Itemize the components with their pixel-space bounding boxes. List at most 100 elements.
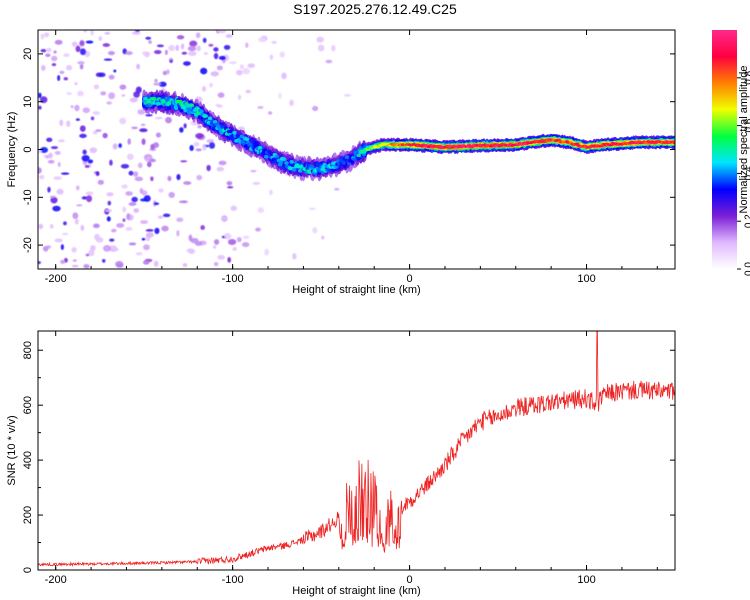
noise-blob xyxy=(54,39,63,45)
noise-blob xyxy=(202,143,207,151)
noise-blob xyxy=(60,244,65,250)
noise-blob xyxy=(154,78,158,83)
noise-blob xyxy=(140,123,146,127)
ridge-cell xyxy=(291,168,297,172)
snr-x-axis: -200 -100 0 100 xyxy=(45,331,658,586)
ridge-cell xyxy=(352,157,357,162)
noise-blob xyxy=(264,248,270,256)
noise-blob xyxy=(150,176,154,182)
noise-blob xyxy=(122,206,127,213)
noise-blob xyxy=(109,159,113,166)
noise-blob xyxy=(112,143,118,150)
noise-blob xyxy=(89,147,98,154)
ridge-cell xyxy=(181,105,186,110)
noise-blob xyxy=(45,155,50,159)
noise-blob xyxy=(76,204,83,207)
noise-blob xyxy=(102,259,106,263)
ridge-cell xyxy=(189,103,195,108)
noise-blob xyxy=(66,120,71,127)
noise-blob xyxy=(183,61,191,66)
ridge-cell xyxy=(325,168,331,172)
noise-blob xyxy=(278,92,282,99)
noise-blob xyxy=(79,125,86,132)
noise-blob xyxy=(161,225,169,232)
ridge-cell xyxy=(212,126,217,130)
noise-blob xyxy=(79,133,87,139)
x-tick-label: 0 xyxy=(407,574,413,586)
noise-blob xyxy=(317,44,325,52)
noise-blob xyxy=(49,223,54,229)
noise-blob xyxy=(46,47,52,53)
noise-blob xyxy=(63,77,68,81)
ridge-cell xyxy=(257,146,263,150)
noise-blob xyxy=(38,167,42,174)
noise-blob xyxy=(106,192,114,197)
colorbar-tick-label: 0.0 xyxy=(744,262,750,276)
noise-blob xyxy=(136,63,141,70)
noise-blob xyxy=(215,103,219,107)
noise-blob xyxy=(213,239,220,245)
noise-blob xyxy=(176,230,180,237)
spectrogram-y-label: Frequency (Hz) xyxy=(6,112,18,188)
noise-blob xyxy=(188,51,197,56)
noise-blob xyxy=(48,152,53,159)
noise-blob xyxy=(79,63,84,70)
noise-blob xyxy=(60,259,66,264)
noise-blob xyxy=(216,65,223,71)
noise-blob xyxy=(71,41,78,47)
noise-blob xyxy=(128,242,137,246)
noise-blob xyxy=(227,257,232,263)
noise-blob xyxy=(164,49,168,56)
noise-blob xyxy=(103,245,112,252)
noise-blob xyxy=(71,246,77,253)
noise-blob xyxy=(206,164,211,172)
colorbar-label: Normalized spectral amplitude xyxy=(738,66,750,214)
noise-blob xyxy=(41,64,46,71)
noise-blob xyxy=(312,105,319,112)
noise-blob xyxy=(81,196,88,200)
noise-blob xyxy=(66,92,72,95)
noise-blob xyxy=(162,70,167,76)
noise-blob xyxy=(38,149,43,154)
ridge-cell xyxy=(282,157,287,162)
noise-blob xyxy=(103,58,113,61)
noise-blob xyxy=(208,142,216,149)
y-tick-label: 400 xyxy=(22,451,34,469)
noise-blob xyxy=(95,171,100,177)
noise-blob xyxy=(139,187,144,194)
noise-blob xyxy=(71,264,79,268)
noise-blob xyxy=(193,141,200,147)
ridge-cell xyxy=(264,155,269,159)
noise-blob xyxy=(145,36,152,40)
ridge-cell xyxy=(244,137,250,142)
noise-blob xyxy=(195,133,204,139)
noise-blob xyxy=(155,132,161,138)
noise-blob xyxy=(213,262,219,267)
ridge-cell xyxy=(253,143,258,148)
noise-blob xyxy=(128,170,134,176)
noise-blob xyxy=(225,33,233,39)
noise-blob xyxy=(228,61,238,65)
noise-blob xyxy=(87,159,94,164)
noise-blob xyxy=(230,205,238,211)
noise-blob xyxy=(292,253,297,260)
noise-blob xyxy=(146,161,152,168)
noise-blob xyxy=(183,181,192,185)
noise-blob xyxy=(107,50,115,56)
noise-blob xyxy=(80,224,85,231)
noise-blob xyxy=(176,217,184,222)
noise-blob xyxy=(104,209,113,212)
noise-blob xyxy=(226,181,233,186)
noise-blob xyxy=(85,191,94,196)
noise-blob xyxy=(188,248,196,255)
noise-blob xyxy=(135,86,142,94)
noise-blob xyxy=(40,48,47,53)
noise-blob xyxy=(217,92,225,98)
ridge-cell xyxy=(235,134,240,138)
noise-blob xyxy=(75,45,81,53)
noise-blob xyxy=(121,184,128,189)
noise-blob xyxy=(196,45,201,52)
colorbar-tick-label: 0.4 xyxy=(744,166,750,180)
noise-blob xyxy=(61,232,69,236)
